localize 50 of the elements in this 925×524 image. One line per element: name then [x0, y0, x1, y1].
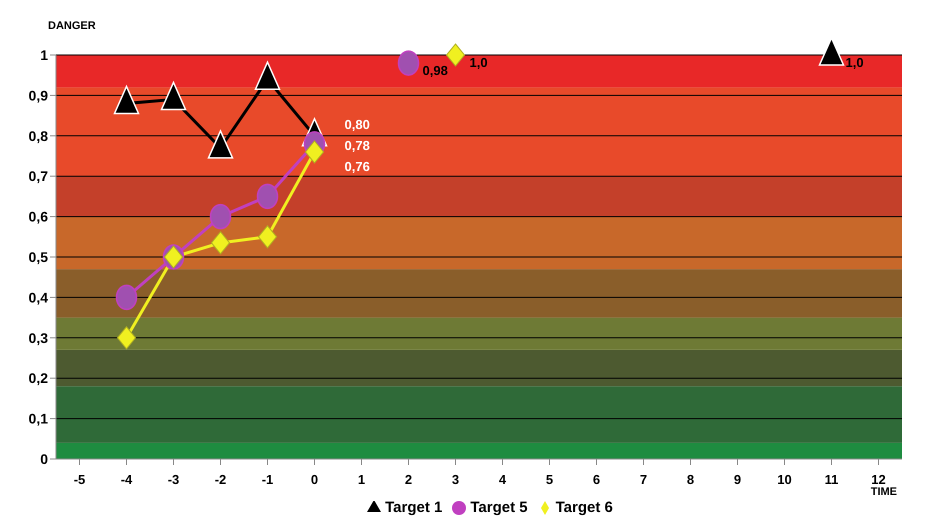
x-tick-label: 2	[404, 472, 412, 488]
point	[211, 231, 230, 254]
y-tick-label: 0,6	[28, 208, 48, 225]
x-tick-label: 11	[824, 472, 838, 488]
y-tick-label: 0,3	[28, 330, 48, 346]
y-tick-label: 0,9	[28, 87, 48, 104]
data-label: 0,78	[344, 138, 370, 153]
x-tick-label: -2	[214, 472, 226, 488]
x-tick-label: 8	[686, 472, 694, 488]
data-label: 0,76	[344, 158, 370, 174]
x-tick-label: -3	[168, 472, 180, 488]
data-label: 1,0	[470, 55, 488, 70]
y-tick-label: 0,7	[28, 168, 48, 184]
x-tick-label: 4	[498, 472, 507, 488]
y-tick-label: 0,1	[28, 410, 48, 427]
x-tick-label: 1	[358, 472, 366, 488]
point	[117, 326, 136, 350]
y-tick-label: 0,5	[28, 248, 48, 265]
x-tick-label: 0	[310, 472, 318, 488]
legend-label: Target 1	[385, 499, 442, 516]
y-tick-label: 0	[40, 450, 48, 467]
legend-label: Target 6	[556, 499, 613, 516]
y-axis-title: DANGER	[48, 20, 96, 32]
x-tick-label: -1	[262, 472, 274, 488]
x-tick-label: -4	[120, 472, 134, 488]
point	[116, 284, 138, 310]
x-tick-label: 7	[640, 472, 648, 488]
x-tick-label: -5	[74, 472, 86, 488]
y-tick-label: 1	[40, 46, 48, 63]
x-tick-label: 6	[592, 472, 600, 488]
legend-label: Target 5	[470, 499, 528, 516]
y-tick-label: 0,4	[28, 289, 48, 306]
x-tick-label: 12	[871, 472, 886, 488]
y-tick-label: 0,8	[28, 128, 48, 144]
point	[160, 82, 186, 110]
point	[114, 86, 140, 114]
x-tick-label: 3	[452, 472, 460, 488]
point	[210, 204, 232, 230]
point	[258, 225, 277, 248]
x-tick-label: 5	[546, 472, 554, 488]
y-tick-label: 0,2	[28, 370, 48, 386]
data-label: 1,0	[846, 55, 864, 70]
data-label: 0,80	[344, 116, 370, 132]
point	[256, 184, 278, 210]
data-label: 0,98	[422, 63, 448, 78]
point	[254, 61, 280, 90]
x-tick-label: 9	[734, 472, 742, 488]
x-tick-label: 10	[777, 472, 792, 488]
point	[208, 130, 234, 159]
x-axis-title: TIME	[870, 486, 897, 498]
